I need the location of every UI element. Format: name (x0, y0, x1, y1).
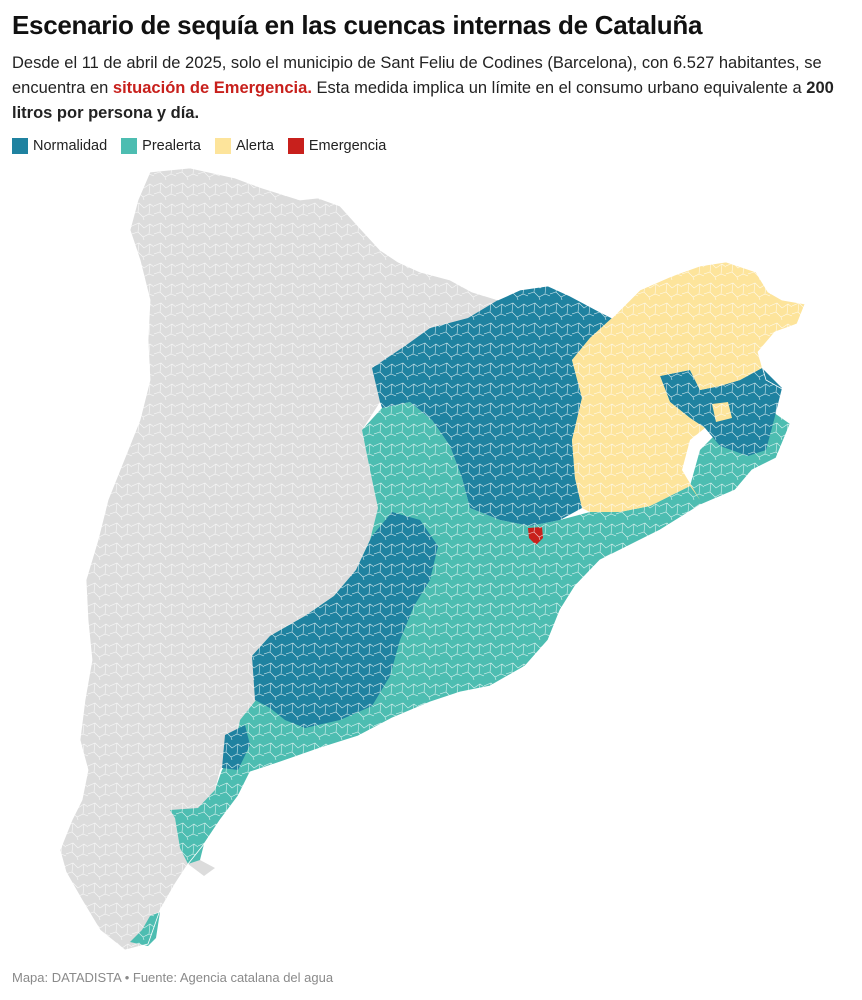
footer-source: Fuente: Agencia catalana del agua (132, 970, 334, 985)
legend-item-prealerta: Prealerta (121, 138, 201, 154)
footer-credit: Mapa: DATADISTA (12, 970, 122, 985)
footer-separator: • (121, 970, 133, 985)
legend-swatch-alerta (215, 138, 231, 154)
catalonia-map (59, 167, 806, 951)
legend-label-prealerta: Prealerta (142, 138, 201, 154)
subtitle-text-1: Desde el 11 de abril de 2025, solo el mu… (12, 54, 822, 97)
legend-item-normalidad: Normalidad (12, 138, 107, 154)
subtitle-strong: 200 litros por persona y día. (12, 79, 834, 122)
legend-label-normalidad: Normalidad (33, 138, 108, 154)
footer: Mapa: DATADISTA • Fuente: Agencia catala… (12, 970, 333, 985)
legend: Normalidad Prealerta Alerta Emergencia (12, 138, 386, 154)
legend-item-alerta: Alerta (215, 138, 274, 154)
municipality-borders (60, 168, 805, 950)
subtitle-text-2: Esta medida implica un límite en el cons… (311, 79, 807, 97)
legend-swatch-prealerta (121, 138, 138, 154)
legend-item-emergencia: Emergencia (287, 138, 387, 154)
map-subtitle: Desde el 11 de abril de 2025, solo el mu… (12, 51, 842, 126)
legend-swatch-normalidad (12, 138, 28, 154)
legend-label-emergencia: Emergencia (308, 138, 387, 154)
region-outline (59, 167, 806, 951)
legend-swatch-emergencia (287, 138, 304, 154)
legend-label-alerta: Alerta (236, 138, 274, 154)
map-title: Escenario de sequía en las cuencas inter… (12, 10, 703, 40)
subtitle-emphasis: situación de Emergencia. (112, 79, 312, 97)
